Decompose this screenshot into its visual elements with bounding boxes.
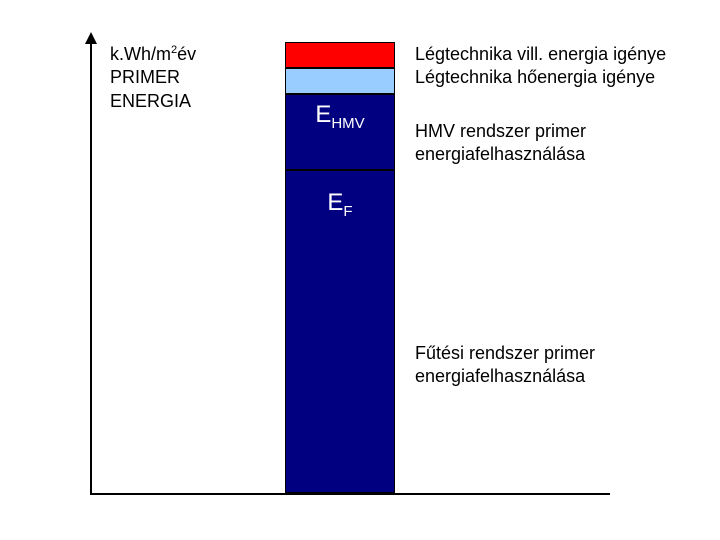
axis-label-line2: PRIMER <box>110 67 180 87</box>
segment-red <box>285 42 395 68</box>
segment-hmv: EHMV <box>285 94 395 170</box>
desc-red-cyan-l2: Légtechnika hőenergia igénye <box>415 67 655 87</box>
y-axis <box>90 40 92 495</box>
segment-f: EF <box>285 170 395 493</box>
f-label-base: E <box>327 189 343 216</box>
segment-f-label: EF <box>286 189 394 220</box>
desc-f-l1: Fűtési rendszer primer <box>415 343 595 363</box>
chart-area: k.Wh/m2év PRIMER ENERGIA EHMV EF Légtech… <box>90 40 690 495</box>
x-axis <box>90 493 610 495</box>
desc-hmv-l1: HMV rendszer primer <box>415 121 586 141</box>
desc-f: Fűtési rendszer primer energiafelhasznál… <box>415 342 595 389</box>
desc-hmv-l2: energiafelhasználása <box>415 144 585 164</box>
axis-label-line3: ENERGIA <box>110 91 191 111</box>
axis-label-line1-post: év <box>177 44 196 64</box>
desc-hmv: HMV rendszer primer energiafelhasználása <box>415 120 586 167</box>
f-label-sub: F <box>343 203 352 220</box>
hmv-label-base: E <box>315 101 331 128</box>
segment-hmv-label: EHMV <box>286 101 394 132</box>
desc-red-cyan-l1: Légtechnika vill. energia igénye <box>415 44 666 64</box>
desc-f-l2: energiafelhasználása <box>415 366 585 386</box>
y-axis-arrow <box>85 32 97 44</box>
desc-red-cyan: Légtechnika vill. energia igénye Légtech… <box>415 43 666 90</box>
segment-cyan <box>285 68 395 94</box>
hmv-label-sub: HMV <box>331 115 364 132</box>
axis-label-line1-pre: k.Wh/m <box>110 44 171 64</box>
axis-label: k.Wh/m2év PRIMER ENERGIA <box>110 43 196 113</box>
